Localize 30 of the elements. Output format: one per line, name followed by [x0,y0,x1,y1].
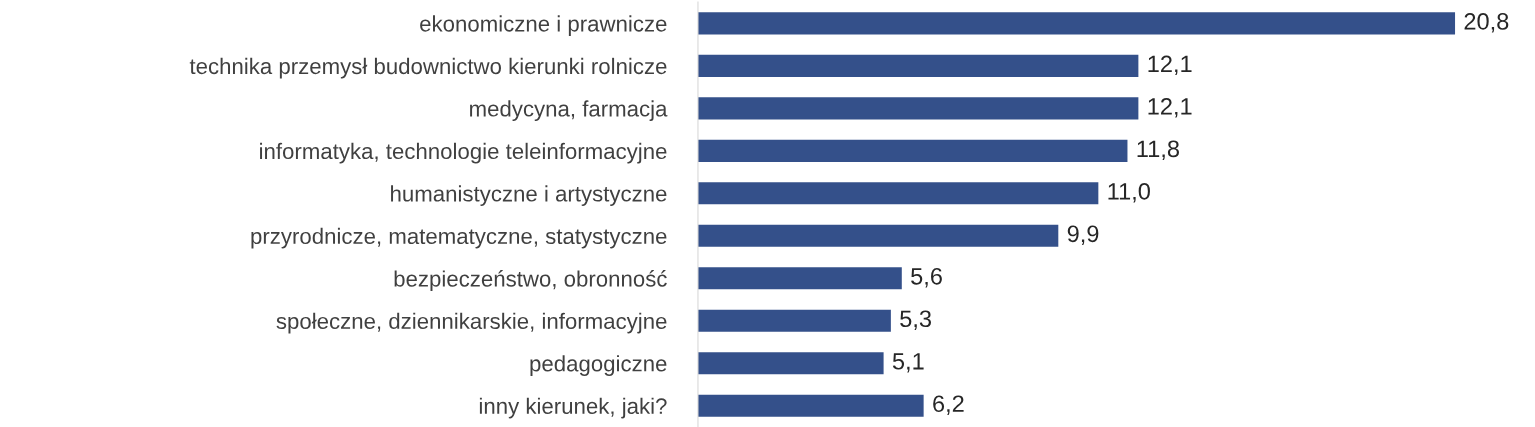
bar [697,139,1128,162]
data-label: 9,9 [1067,225,1099,245]
data-label: 5,1 [892,353,924,373]
y-tick-label: przyrodnicze, matematyczne, statystyczne [251,227,667,249]
y-tick-label: medycyna, farmacja [470,100,668,122]
data-label: 12,1 [1148,97,1192,118]
y-tick-label: informatyka, technologie teleinformacyjne [260,142,667,164]
y-tick-label: bezpieczeństwo, obronność [394,270,667,292]
bar [697,352,884,375]
bar [697,267,902,290]
y-tick-label: pedagogiczne [530,355,667,376]
bar [697,394,924,417]
y-tick-label: ekonomiczne i prawnicze [420,15,667,37]
data-label: 11,8 [1137,140,1179,160]
bar [697,97,1139,120]
data-label: 5,6 [911,267,942,288]
bar [697,309,891,332]
bar [697,224,1059,247]
y-tick-label: technika przemysł budownictwo kierunki rolnicze [189,57,667,79]
y-tick-label: humanistyczne i artystyczne [391,185,667,206]
y-tick-label: społeczne, dziennikarskie, informacyjne [276,312,667,334]
bar [697,54,1139,77]
bar [697,12,1456,35]
data-label: 6,2 [933,395,964,415]
data-label: 20,8 [1464,13,1509,33]
y-tick-label: inny kierunek, jaki? [479,397,667,419]
data-label: 12,1 [1148,55,1192,75]
data-label: 11,0 [1108,182,1150,203]
bar [697,182,1099,205]
data-label: 5,3 [900,310,931,330]
